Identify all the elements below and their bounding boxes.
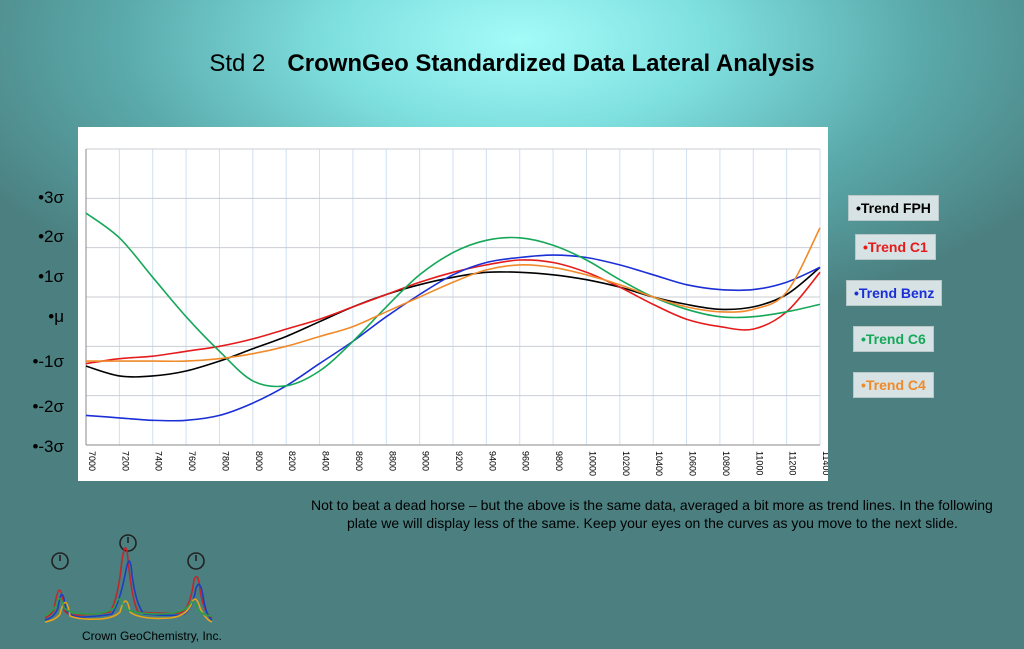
x-tick-label: 8600 <box>354 451 364 471</box>
chromatogram-peaks-icon <box>44 546 213 623</box>
x-tick-label: 9000 <box>421 451 431 471</box>
x-tick-label: 8200 <box>287 451 297 471</box>
x-tick-label: 10000 <box>587 451 597 476</box>
series-line-trend-c4 <box>86 227 821 363</box>
x-tick-label: 8000 <box>254 451 264 471</box>
slide-note: Not to beat a dead horse – but the above… <box>311 497 993 531</box>
x-tick-label: 11000 <box>754 451 764 475</box>
legend-trend-fph: •Trend FPH <box>848 195 939 221</box>
x-tick-label: 7600 <box>187 451 197 471</box>
y-label-mu: •μ <box>48 307 64 326</box>
legend-trend-benz: •Trend Benz <box>846 280 943 306</box>
x-tick-label: 9400 <box>487 451 497 471</box>
x-tick-label: 10800 <box>721 451 731 476</box>
chart-plot-area: 7000 7200 7400 7600 7800 8000 8200 8400 8600 8800… <box>78 127 831 481</box>
series-line-trend-c1 <box>85 259 821 365</box>
x-tick-label: 10400 <box>654 451 664 476</box>
legend-trend-c4: •Trend C4 <box>853 372 934 398</box>
x-tick-label: 7800 <box>220 451 230 471</box>
y-label-2sigma: •2σ <box>38 227 64 246</box>
x-tick-label: 7200 <box>120 451 130 471</box>
x-tick-label: 10200 <box>621 451 631 476</box>
x-tick-label: 9200 <box>454 451 464 471</box>
legend-trend-c1: •Trend C1 <box>855 234 936 260</box>
series-line-trend-c6 <box>85 212 821 388</box>
y-label-minus3sigma: •-3σ <box>32 437 64 456</box>
x-tick-label: 9800 <box>554 451 564 471</box>
x-tick-label: 8400 <box>321 451 331 471</box>
gauge-icon <box>51 534 205 570</box>
y-label-1sigma: •1σ <box>38 267 64 286</box>
crown-geochemistry-logo <box>44 534 213 623</box>
x-tick-label: 11400 <box>821 451 828 475</box>
slide-title: Std 2 CrownGeo Standardized Data Lateral … <box>0 50 1024 78</box>
x-tick-label: 7400 <box>154 451 164 471</box>
trend-line-chart: 7000 7200 7400 7600 7800 8000 8200 8400 8600 8800… <box>85 148 831 476</box>
title-main: CrownGeo Standardized Data Lateral Analy… <box>287 50 815 77</box>
y-label-minus2sigma: •-2σ <box>32 397 64 416</box>
x-tick-label: 11200 <box>788 451 798 475</box>
x-tick-label: 10600 <box>688 451 698 476</box>
x-tick-label: 8800 <box>387 451 397 471</box>
y-label-3sigma: •3σ <box>38 188 64 207</box>
series-line-trend-benz <box>85 254 821 422</box>
y-label-minus1sigma: •-1σ <box>32 352 64 371</box>
x-tick-label: 7000 <box>87 451 97 471</box>
series-line-trend-fph <box>85 266 821 378</box>
title-prefix: Std 2 <box>209 50 266 77</box>
legend-trend-c6: •Trend C6 <box>853 326 934 352</box>
company-name: Crown GeoChemistry, Inc. <box>82 629 222 643</box>
x-tick-label: 9600 <box>521 451 531 471</box>
